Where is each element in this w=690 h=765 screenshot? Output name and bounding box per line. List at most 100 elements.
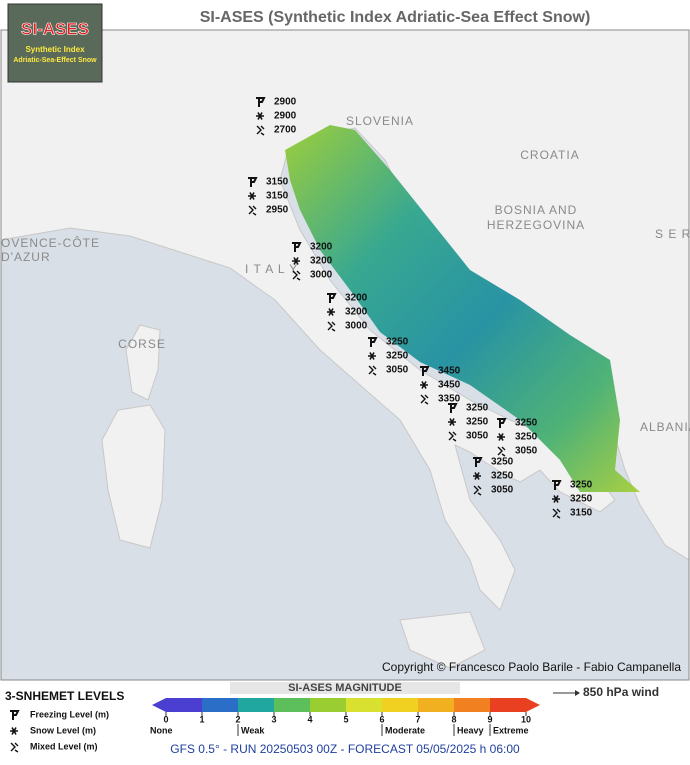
map-label: ALBANIA [640, 420, 690, 434]
level-value: 2900 [274, 97, 297, 108]
title: SI-ASES (Synthetic Index Adriatic-Sea Ef… [200, 9, 591, 26]
index-field [285, 125, 640, 492]
level-value: 3200 [345, 307, 368, 318]
station: 3250 3250 3050 [496, 418, 538, 457]
level-value: 3200 [310, 256, 333, 267]
level-value: 3000 [310, 270, 333, 281]
colorbar-segment [310, 698, 346, 712]
class-label: Extreme [493, 725, 529, 735]
colorbar-tick-label: 7 [415, 714, 420, 724]
colorbar-segment [454, 698, 490, 712]
level-value: 3450 [438, 366, 461, 377]
level-value: 3000 [345, 321, 368, 332]
legend-item: Snow Level (m) [30, 725, 96, 735]
level-value: 3450 [438, 380, 461, 391]
logo: SI-ASES Synthetic Index Adriatic-Sea-Eff… [7, 3, 103, 83]
map-label: CORSE [118, 337, 166, 351]
class-label: None [150, 725, 173, 735]
colorbar-segment [274, 698, 310, 712]
class-label: Weak [241, 725, 265, 735]
stations: 2900290027003150315029503200320030003200… [247, 97, 593, 519]
level-value: 3150 [570, 508, 593, 519]
map-label: S E R [655, 227, 690, 241]
wind-arrow-head [575, 690, 580, 696]
colorbar-tick-label: 9 [487, 714, 492, 724]
level-value: 3050 [386, 365, 409, 376]
copyright: Copyright © Francesco Paolo Barile - Fab… [382, 660, 681, 674]
station: 3250 3250 3050 [367, 337, 409, 376]
footer: GFS 0.5° - RUN 20250503 00Z - FORECAST 0… [170, 742, 520, 756]
colorbar-cap [152, 698, 166, 712]
colorbar-tick-label: 6 [379, 714, 384, 724]
level-value: 3050 [491, 485, 514, 496]
level-value: 3250 [515, 418, 538, 429]
legend-item: Mixed Level (m) [30, 741, 98, 751]
map-label: CROATIA [520, 148, 579, 162]
station: 3250 3250 3050 [472, 457, 514, 496]
colorbar-segment [166, 698, 202, 712]
map-label: HERZEGOVINA [487, 218, 585, 232]
logo-title: SI-ASES [21, 19, 89, 38]
map-label: SLOVENIA [346, 114, 414, 128]
level-value: 3350 [438, 394, 461, 405]
colorbar-tick-label: 1 [199, 714, 204, 724]
level-value: 3250 [570, 480, 593, 491]
colorbar-tick-label: 4 [307, 714, 312, 724]
level-value: 3250 [515, 432, 538, 443]
level-value: 3050 [515, 446, 538, 457]
colorbar-segment [418, 698, 454, 712]
legend-item: Freezing Level (m) [30, 709, 109, 719]
wind-legend: 850 hPa wind [583, 685, 659, 699]
map-frame [0, 29, 690, 681]
colorbar-cap [526, 698, 540, 712]
logo-line: Adriatic-Sea-Effect Snow [13, 57, 97, 64]
colorbar-segment [202, 698, 238, 712]
magnitude-title: SI-ASES MAGNITUDE [288, 682, 402, 694]
class-label: Moderate [385, 725, 425, 735]
level-value: 3250 [466, 417, 489, 428]
level-value: 3250 [386, 351, 409, 362]
sicily [399, 611, 486, 669]
station: 3250 3250 3150 [551, 480, 593, 519]
level-value: 3200 [345, 293, 368, 304]
colorbar-segment [238, 698, 274, 712]
level-value: 3250 [386, 337, 409, 348]
colorbar-tick-label: 8 [451, 714, 456, 724]
colorbar-tick-label: 5 [343, 714, 348, 724]
colorbar-segment [490, 698, 526, 712]
magnitude-title-bg [230, 682, 460, 694]
class-label: Heavy [457, 725, 484, 735]
colorbar-tick-label: 2 [235, 714, 240, 724]
station: 3250 3250 3050 [447, 403, 489, 442]
level-value: 2900 [274, 111, 297, 122]
level-value: 3250 [570, 494, 593, 505]
map-label: BOSNIA AND [495, 203, 578, 217]
colorbar-tick-label: 0 [163, 714, 168, 724]
station: 3150 3150 2950 [247, 177, 289, 216]
station: 2900 2900 2700 [255, 97, 297, 136]
map-label: OVENCE-CÔTE [1, 235, 100, 250]
station: 3200 3200 3000 [326, 293, 368, 332]
colorbar-tick-label: 3 [271, 714, 276, 724]
logo-box [7, 3, 103, 83]
level-value: 3200 [310, 242, 333, 253]
colorbar-segment [382, 698, 418, 712]
map-label: D'AZUR [1, 250, 51, 264]
level-value: 3150 [266, 177, 289, 188]
level-value: 3250 [466, 403, 489, 414]
level-value: 2700 [274, 125, 297, 136]
sardinia [101, 404, 166, 549]
level-value: 3050 [466, 431, 489, 442]
map-label: I T A L Y [245, 262, 298, 276]
level-value: 3250 [491, 471, 514, 482]
station: 3450 3450 3350 [419, 366, 461, 405]
map [0, 29, 690, 681]
logo-line: Synthetic Index [25, 45, 85, 54]
station: 3200 3200 3000 [291, 242, 333, 281]
level-value: 3150 [266, 191, 289, 202]
level-value: 2950 [266, 205, 289, 216]
corsica [125, 324, 161, 401]
colorbar-segment [346, 698, 382, 712]
